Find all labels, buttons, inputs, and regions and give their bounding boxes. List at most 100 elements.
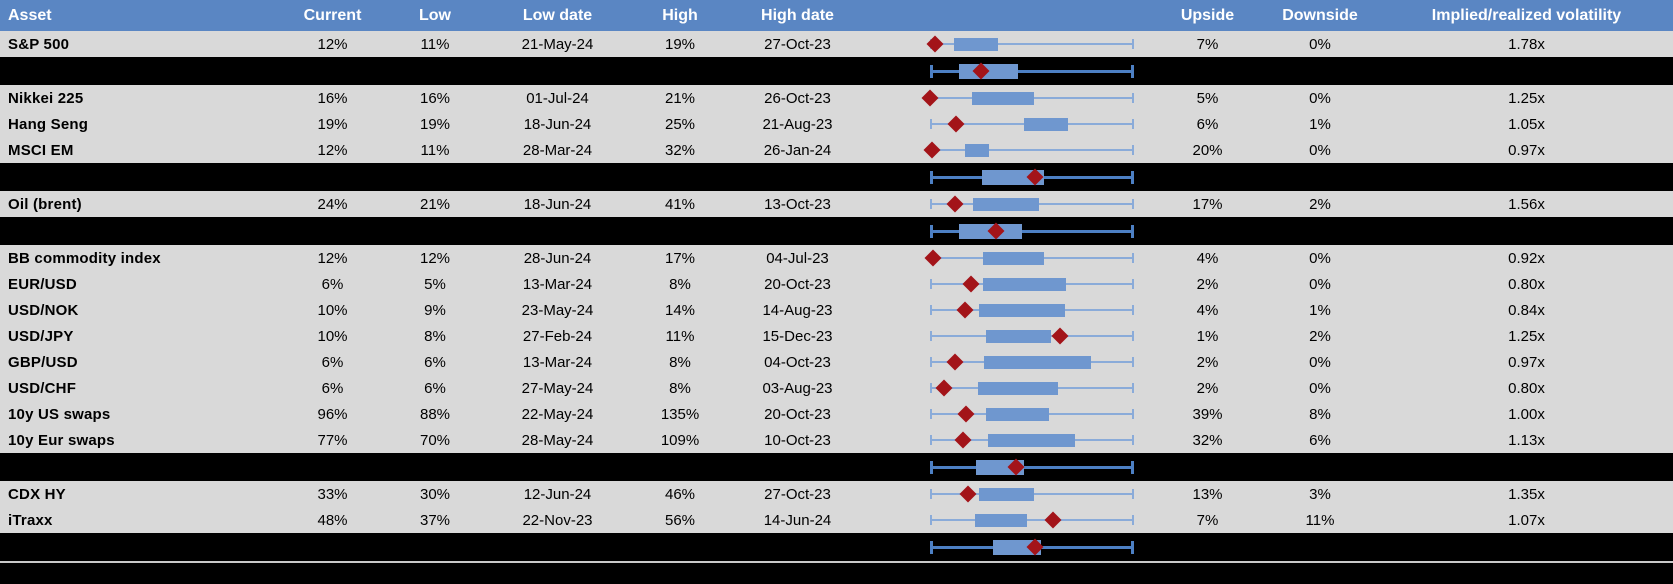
whisker-cap-left [929,64,933,78]
header-boxplot-spacer [855,0,1155,31]
boxplot [929,323,1134,349]
boxplot [929,349,1134,375]
whisker-cap-right [1131,331,1134,341]
table-row: BB commodity index 12% 12% 28-Jun-24 17% 04-J… [0,245,1673,271]
downside-value: 0% [1309,35,1331,53]
upside-value: 7% [1196,35,1219,53]
empty-cell [1380,57,1673,85]
high-value: 17% [664,249,696,267]
empty-cell [1380,533,1673,561]
high-date: 04-Oct-23 [764,353,831,371]
aggregate-row [0,217,1673,245]
whisker-cap-right [1131,119,1134,129]
empty-cell [1260,163,1380,191]
quartile-box [978,381,1059,395]
whisker-cap-left [929,357,932,367]
current-diamond-marker [946,195,964,213]
asset-name: MSCI EM [8,141,74,159]
high-value: 19% [664,35,696,53]
low-date: 13-Mar-24 [522,275,593,293]
bottom-separator-line [0,561,1673,563]
whisker-cap-left [929,170,933,184]
whisker-cap-right [1131,253,1134,263]
implied-realized-value: 1.00x [1508,405,1545,423]
low-date: 28-Mar-24 [522,141,593,159]
low-value: 8% [424,327,446,345]
high-value: 11% [665,327,695,345]
current-value: 96% [317,405,348,423]
header-low-date: Low date [522,6,593,24]
table-row: EUR/USD 6% 5% 13-Mar-24 8% 20-Oct-23 2% 0% 0.80x [0,271,1673,297]
boxplot-cell [855,401,1155,427]
empty-cell [495,533,620,561]
low-date: 27-May-24 [521,379,594,397]
boxplot-cell [855,481,1155,507]
current-diamond-marker [921,89,938,107]
whisker-cap-left [929,279,932,289]
quartile-box [988,433,1075,447]
downside-value: 0% [1309,89,1331,107]
current-value: 33% [317,485,348,503]
low-date: 22-Nov-23 [522,511,593,529]
high-date: 27-Oct-23 [764,485,831,503]
whisker-cap-right [1131,279,1134,289]
boxplot [921,85,1134,111]
empty-cell [0,163,290,191]
quartile-box [953,37,999,51]
high-value: 25% [664,115,696,133]
downside-value: 0% [1309,141,1331,159]
boxplot-cell [855,85,1155,111]
current-diamond-marker [954,431,972,449]
empty-cell [620,57,740,85]
empty-cell [495,453,620,481]
bottom-black-filler [0,563,1673,584]
downside-value: 0% [1309,275,1331,293]
empty-cell [495,57,620,85]
whisker-cap-right [1131,357,1134,367]
table-row: Hang Seng 19% 19% 18-Jun-24 25% 21-Aug-23 6% 1%… [0,111,1673,137]
current-diamond-marker [923,141,941,159]
high-date: 26-Oct-23 [764,89,831,107]
boxplot-cell [855,375,1155,401]
high-value: 46% [664,485,696,503]
boxplot-cell [855,323,1155,349]
empty-cell [620,533,740,561]
empty-cell [1380,163,1673,191]
boxplot-cell [855,137,1155,163]
whisker-cap-right [1131,383,1134,393]
upside-value: 6% [1196,115,1219,133]
implied-realized-value: 0.80x [1508,379,1545,397]
boxplot-cell [855,31,1155,57]
empty-cell [740,163,855,191]
downside-value: 6% [1309,431,1331,449]
whisker-cap-right [1131,39,1134,49]
header-upside: Upside [1180,6,1235,24]
whisker-cap-right [1130,64,1134,78]
empty-cell [1260,57,1380,85]
whisker-cap-left [929,435,932,445]
boxplot [924,245,1134,271]
whisker-cap-right [1130,460,1134,474]
aggregate-row [0,57,1673,85]
current-diamond-marker [924,249,942,267]
quartile-box [981,169,1044,185]
downside-value: 0% [1309,379,1331,397]
high-date: 10-Oct-23 [764,431,831,449]
boxplot [929,427,1134,453]
upside-value: 1% [1196,327,1219,345]
high-date: 15-Dec-23 [762,327,833,345]
high-date: 14-Aug-23 [762,301,833,319]
table-row: 10y US swaps 96% 88% 22-May-24 135% 20-Oct-23… [0,401,1673,427]
high-date: 04-Jul-23 [766,249,829,267]
aggregate-row [0,163,1673,191]
current-value: 48% [317,511,348,529]
current-value: 19% [317,115,348,133]
high-value: 14% [664,301,696,319]
empty-cell [1260,533,1380,561]
low-date: 01-Jul-24 [526,89,589,107]
high-value: 21% [664,89,696,107]
high-date: 03-Aug-23 [762,379,833,397]
quartile-box [982,251,1044,265]
low-value: 88% [419,405,451,423]
table-row: GBP/USD 6% 6% 13-Mar-24 8% 04-Oct-23 2% 0% 0.97x [0,349,1673,375]
